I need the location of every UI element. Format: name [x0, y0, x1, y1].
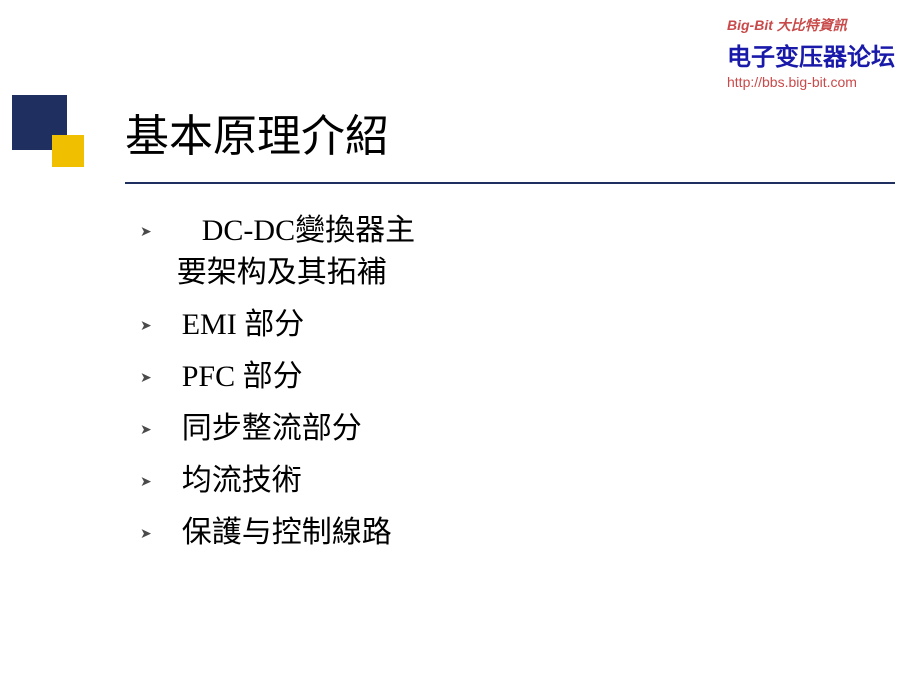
chevron-right-icon: ➤: [140, 524, 152, 544]
bullet-item: ➤ 同步整流部分: [140, 408, 740, 450]
title-container: 基本原理介紹: [125, 100, 885, 184]
yellow-square: [52, 135, 84, 167]
watermark-block: Big-Bit 大比特資訊 电子变压器论坛 http://bbs.big-bit…: [727, 15, 895, 90]
bullet-item: ➤ 均流技術: [140, 460, 740, 502]
bullet-text: 保護与控制線路: [182, 512, 392, 554]
bullet-text-wrapper: DC-DC變換器主 要架构及其拓補: [182, 210, 415, 294]
bullet-item: ➤ PFC 部分: [140, 356, 740, 398]
watermark-url: http://bbs.big-bit.com: [727, 74, 895, 90]
bullet-item: ➤ 保護与控制線路: [140, 512, 740, 554]
bullet-text: 要架构及其拓補: [177, 252, 415, 294]
chevron-right-icon: ➤: [140, 368, 152, 388]
watermark-brand: Big-Bit 大比特資訊: [727, 15, 895, 35]
slide-title: 基本原理介紹: [125, 100, 885, 174]
bullet-text: 均流技術: [182, 460, 302, 502]
chevron-right-icon: ➤: [140, 316, 152, 336]
bullet-text: DC-DC變換器主: [182, 210, 415, 252]
bullet-item: ➤ DC-DC變換器主 要架构及其拓補: [140, 210, 740, 294]
content-area: ➤ DC-DC變換器主 要架构及其拓補 ➤ EMI 部分 ➤ PFC 部分 ➤ …: [140, 210, 740, 564]
chevron-right-icon: ➤: [140, 420, 152, 440]
bullet-text: EMI 部分: [182, 304, 305, 346]
bullet-item: ➤ EMI 部分: [140, 304, 740, 346]
watermark-title: 电子变压器论坛: [727, 37, 895, 72]
chevron-right-icon: ➤: [140, 472, 152, 492]
bullet-text: PFC 部分: [182, 356, 303, 398]
chevron-right-icon: ➤: [140, 222, 152, 242]
title-underline: [125, 182, 895, 184]
bullet-text: 同步整流部分: [182, 408, 362, 450]
